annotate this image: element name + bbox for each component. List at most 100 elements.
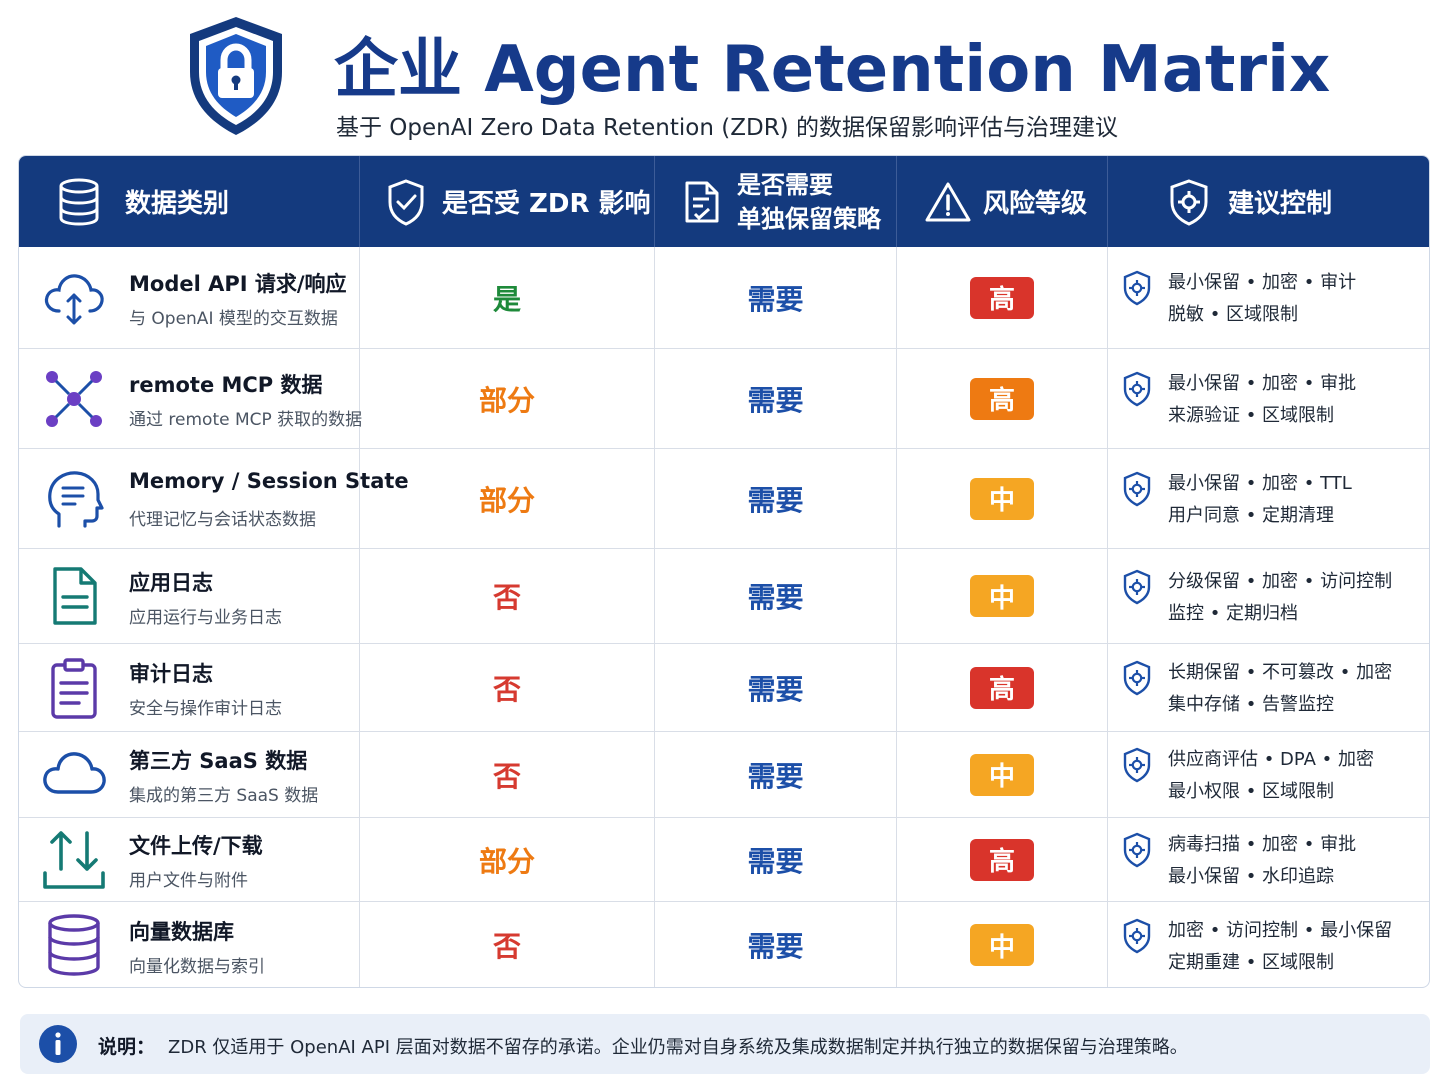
table-row: 应用日志 应用运行与业务日志 否 需要 中 分级保留 • 加密 • 访问控制 监控 • 定期…	[19, 548, 1429, 643]
cell-category: 审计日志 安全与操作审计日志	[19, 644, 360, 731]
column-header-category: 数据类别	[19, 156, 360, 247]
shield-check-icon	[388, 178, 424, 226]
shield-gear-icon	[1122, 270, 1152, 306]
control-line-2: 来源验证 • 区域限制	[1168, 405, 1335, 426]
column-header-label: 是否受 ZDR 影响	[442, 189, 651, 219]
page-title: 企业 Agent Retention Matrix	[334, 33, 1331, 107]
cell-zdr: 否	[360, 644, 655, 731]
shield-gear-icon	[1122, 832, 1152, 868]
policy-need: 需要	[747, 383, 804, 417]
cell-zdr: 部分	[360, 449, 655, 548]
category-desc: 代理记忆与会话状态数据	[129, 510, 316, 530]
table-header: 数据类别 是否受 ZDR 影响 是否需要 单	[19, 156, 1429, 247]
cell-risk: 高	[897, 247, 1108, 348]
file-text-icon	[41, 563, 107, 629]
control-line-1: 分级保留 • 加密 • 访问控制	[1168, 570, 1393, 592]
category-name: Model API 请求/响应	[129, 271, 347, 296]
table-row: Model API 请求/响应与 OpenAI 模型的交互数据 是 需要 高 最小保留 …	[19, 247, 1429, 348]
risk-badge: 高	[970, 666, 1034, 709]
cell-risk: 高	[897, 818, 1108, 901]
category-desc: 应用运行与业务日志	[129, 607, 282, 628]
cell-policy: 需要	[655, 549, 897, 643]
zdr-status: 否	[492, 672, 521, 706]
cell-zdr: 是	[360, 247, 655, 348]
shield-gear-icon	[1122, 471, 1152, 507]
cell-controls: 分级保留 • 加密 • 访问控制 监控 • 定期归档	[1108, 549, 1429, 643]
category-desc: 通过 remote MCP 获取的数据	[129, 410, 363, 430]
risk-badge: 中	[970, 477, 1034, 520]
category-name: remote MCP 数据	[129, 373, 323, 397]
shield-gear-icon	[1122, 660, 1152, 696]
cell-risk: 中	[897, 449, 1108, 548]
policy-need: 需要	[747, 581, 804, 614]
upload-download-icon	[41, 827, 107, 893]
column-header-label: 建议控制	[1228, 189, 1333, 219]
control-line-2: 集中存储 • 告警监控	[1168, 694, 1335, 715]
cell-controls: 加密 • 访问控制 • 最小保留 定期重建 • 区域限制	[1108, 902, 1429, 987]
cell-policy: 需要	[655, 349, 897, 448]
control-line-2: 脱敏 • 区域限制	[1168, 303, 1299, 325]
table-row: 文件上传/下载 用户文件与附件 部分 需要 高 病毒扫描 • 加密 • 审批 最小保留 • …	[19, 817, 1429, 901]
cell-policy: 需要	[655, 818, 897, 901]
column-header-label: 数据类别	[125, 189, 230, 219]
cell-category: Memory / Session State 代理记忆与会话状态数据	[19, 449, 409, 548]
cell-policy: 需要	[655, 644, 897, 731]
shield-gear-icon	[1122, 371, 1152, 407]
risk-badge: 高	[970, 276, 1034, 319]
column-header-policy: 是否需要 单独保留策略	[655, 156, 897, 247]
policy-need: 需要	[747, 282, 804, 316]
cell-controls: 最小保留 • 加密 • 审计 脱敏 • 区域限制	[1108, 247, 1429, 348]
category-name: 应用日志	[129, 570, 213, 595]
shield-gear-icon	[1122, 569, 1152, 605]
column-header-zdr: 是否受 ZDR 影响	[360, 156, 655, 247]
risk-badge: 中	[970, 924, 1034, 966]
cell-policy: 需要	[655, 247, 897, 348]
cell-category: remote MCP 数据通过 remote MCP 获取的数据	[19, 349, 363, 448]
page-subtitle: 基于 OpenAI Zero Data Retention (ZDR) 的数据保…	[336, 115, 1118, 141]
cloud-icon	[41, 742, 107, 808]
cell-category: 第三方 SaaS 数据集成的第三方 SaaS 数据	[19, 732, 360, 817]
info-icon	[39, 1025, 77, 1063]
zdr-status: 否	[492, 581, 521, 614]
control-line-2: 最小权限 • 区域限制	[1168, 781, 1335, 802]
category-desc: 用户文件与附件	[129, 871, 248, 891]
cell-controls: 最小保留 • 加密 • TTL 用户同意 • 定期清理	[1108, 449, 1429, 548]
warning-icon	[925, 182, 971, 221]
cell-controls: 长期保留 • 不可篡改 • 加密 集中存储 • 告警监控	[1108, 644, 1429, 731]
document-check-icon	[685, 181, 719, 222]
column-header-label: 风险等级	[983, 189, 1088, 219]
category-desc: 集成的第三方 SaaS 数据	[129, 786, 319, 806]
retention-table: 数据类别 是否受 ZDR 影响 是否需要 单	[18, 155, 1430, 988]
zdr-status: 部分	[478, 483, 535, 517]
database-icon	[59, 178, 99, 226]
policy-need: 需要	[747, 844, 804, 878]
cell-controls: 供应商评估 • DPA • 加密 最小权限 • 区域限制	[1108, 732, 1429, 817]
policy-need: 需要	[747, 672, 804, 706]
policy-need: 需要	[747, 930, 804, 963]
zdr-status: 否	[492, 930, 521, 963]
risk-badge: 高	[970, 377, 1034, 420]
category-name: 文件上传/下载	[129, 834, 263, 858]
shield-lock-icon	[190, 17, 282, 135]
shield-gear-icon	[1170, 178, 1208, 226]
table-row: remote MCP 数据通过 remote MCP 获取的数据 部分 需要 高 最小保…	[19, 348, 1429, 448]
table-row: 第三方 SaaS 数据 集成的第三方 SaaS 数据 否 需要 中 供应商评估 • DPA…	[19, 731, 1429, 817]
control-line-1: 最小保留 • 加密 • 审批	[1168, 373, 1357, 394]
column-header-label: 是否需要 单独保留策略	[737, 168, 881, 236]
cell-category: 文件上传/下载用户文件与附件	[19, 818, 360, 901]
cell-zdr: 否	[360, 549, 655, 643]
cell-policy: 需要	[655, 902, 897, 987]
column-header-line2: 单独保留策略	[737, 204, 881, 233]
control-line-2: 最小保留 • 水印追踪	[1168, 866, 1335, 887]
table-row: 审计日志 安全与操作审计日志 否 需要 高 长期保留 • 不可篡改 • 加密 集中存储 • …	[19, 643, 1429, 731]
category-name: 第三方 SaaS 数据	[129, 749, 308, 773]
zdr-status: 部分	[478, 383, 535, 417]
cell-risk: 中	[897, 732, 1108, 817]
risk-badge: 中	[970, 753, 1034, 796]
note-label: 说明：	[98, 1036, 156, 1058]
clipboard-icon	[41, 655, 107, 721]
cell-risk: 中	[897, 902, 1108, 987]
column-header-line1: 是否需要	[737, 170, 833, 199]
cell-risk: 高	[897, 644, 1108, 731]
policy-need: 需要	[747, 483, 804, 517]
